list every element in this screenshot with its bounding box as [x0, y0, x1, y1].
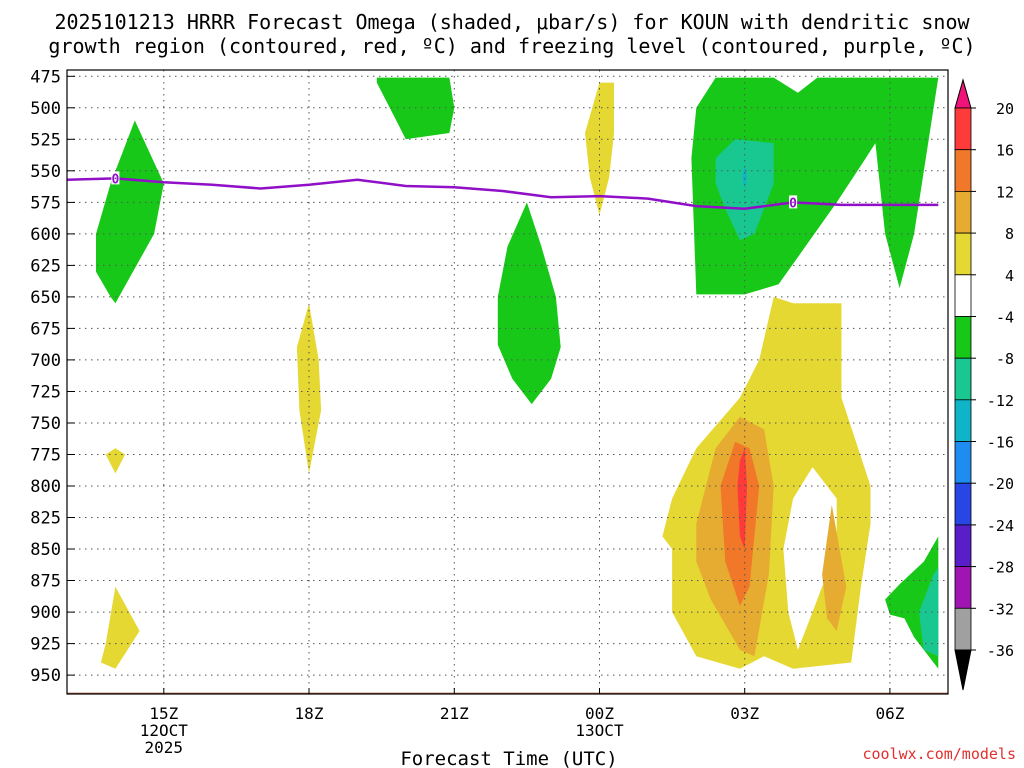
freezing-label-bg	[789, 195, 798, 209]
omega-region-0	[96, 120, 164, 304]
y-tick-label: 600	[30, 225, 61, 245]
y-tick-label: 925	[30, 635, 61, 655]
colorbar-swatch	[954, 316, 972, 359]
y-tick-label: 675	[30, 319, 61, 339]
colorbar-swatch	[954, 357, 972, 401]
y-tick-label: 500	[30, 99, 61, 119]
y-tick-label: 725	[30, 383, 61, 403]
omega-region-10	[105, 448, 126, 474]
colorbar-label: 12	[996, 183, 1014, 201]
colorbar-label: -8	[996, 350, 1014, 368]
colorbar-label: -20	[987, 475, 1014, 493]
y-tick-label: 750	[30, 414, 61, 434]
x-tick-label: 2025	[145, 738, 184, 757]
colorbar-label: -4	[996, 309, 1014, 327]
x-tick-label: 15Z	[149, 704, 178, 723]
ground-strip	[67, 692, 948, 694]
chart-title-line1: 2025101213 HRRR Forecast Omega (shaded, …	[54, 10, 970, 34]
colorbar-label: 20	[996, 100, 1014, 118]
y-tick-label: 825	[30, 509, 61, 529]
colorbar-swatch	[954, 232, 972, 276]
colorbar-label: 16	[996, 142, 1014, 160]
y-tick-label: 875	[30, 572, 61, 592]
colorbar-legend: 20 16 12 8 4 -4 -8 -12 -16 -20 -24 -28 -32 -36	[954, 78, 1014, 691]
colorbar-swatch	[954, 190, 972, 234]
y-tick-label: 800	[30, 477, 61, 497]
freezing-label: 0	[789, 196, 797, 211]
colorbar-swatch	[954, 274, 972, 317]
freezing-label: 0	[111, 172, 119, 187]
x-tick-label: 18Z	[295, 704, 324, 723]
colorbar-swatch	[954, 482, 972, 526]
y-tick-label: 850	[30, 540, 61, 560]
y-tick-label: 475	[30, 67, 61, 87]
omega-region-15	[822, 504, 847, 631]
colorbar-label: -16	[987, 434, 1014, 452]
x-tick-label: 21Z	[440, 704, 469, 723]
omega-region-2	[497, 202, 561, 405]
colorbar-label: -36	[987, 642, 1014, 660]
y-tick-label: 650	[30, 288, 61, 308]
freezing-label-bg	[111, 171, 120, 185]
plot-regions	[67, 77, 948, 694]
colorbar-label: 4	[1005, 267, 1014, 285]
omega-region-3	[691, 77, 939, 295]
y-tick-label: 525	[30, 130, 61, 150]
x-tick-label: 13OCT	[575, 721, 624, 740]
omega-region-5	[742, 164, 748, 190]
colorbar-label: -24	[987, 517, 1014, 535]
y-tick-label: 550	[30, 162, 61, 182]
y-tick-label: 700	[30, 351, 61, 371]
y-tick-label: 775	[30, 446, 61, 466]
colorbar-swatch	[954, 107, 972, 151]
y-tick-label: 900	[30, 603, 61, 623]
x-axis-label: Forecast Time (UTC)	[400, 748, 617, 768]
colorbar-swatch	[954, 524, 972, 568]
credit-text: coolwx.com/models	[862, 745, 1016, 763]
x-tick-label: 06Z	[875, 704, 904, 723]
colorbar-swatch	[954, 399, 972, 442]
omega-region-13	[783, 467, 837, 650]
y-tick-label: 575	[30, 193, 61, 213]
colorbar-label: 8	[1005, 225, 1014, 243]
chart-title-line2: growth region (contoured, red, ºC) and f…	[48, 34, 975, 58]
omega-region-11	[100, 586, 140, 669]
x-tick-label: 12OCT	[140, 721, 189, 740]
x-tick-label: 03Z	[730, 704, 759, 723]
y-tick-label: 950	[30, 666, 61, 686]
colorbar-label: -12	[987, 392, 1014, 410]
colorbar-bottom-arrow	[954, 649, 972, 691]
omega-region-7	[919, 567, 939, 657]
colorbar-swatch	[954, 607, 972, 651]
colorbar-label: -28	[987, 559, 1014, 577]
colorbar-top-arrow	[954, 78, 972, 109]
y-tick-label: 625	[30, 256, 61, 276]
colorbar-swatch	[954, 149, 972, 192]
x-tick-label: 00Z	[585, 704, 614, 723]
freezing-level-series: 00	[66, 171, 939, 211]
plot-grid	[67, 70, 948, 694]
y-axis: 475 500 525 550 575 600 625 650 675 700 725 750 775 8…	[30, 67, 75, 686]
omega-region-1	[376, 77, 455, 140]
colorbar-label: -32	[987, 600, 1014, 618]
colorbar-swatch	[954, 441, 972, 484]
omega-region-4	[715, 139, 774, 241]
colorbar-swatch	[954, 566, 972, 609]
plot-frame	[66, 69, 949, 695]
